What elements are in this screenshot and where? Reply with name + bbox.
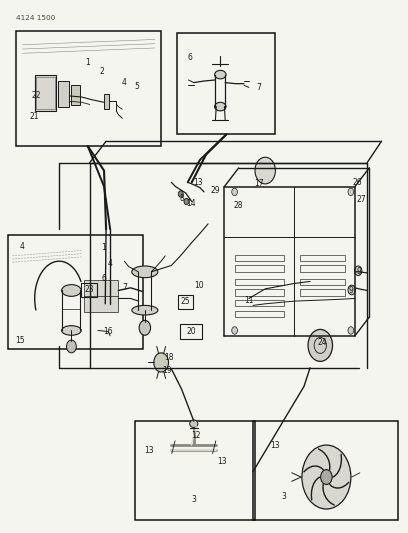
Text: 4: 4 — [108, 260, 113, 268]
Bar — [71, 85, 80, 105]
Text: 16: 16 — [103, 327, 113, 336]
Circle shape — [178, 191, 183, 197]
Circle shape — [232, 327, 237, 334]
Ellipse shape — [132, 266, 158, 278]
Ellipse shape — [62, 326, 81, 335]
Text: 5: 5 — [134, 82, 139, 91]
Text: 2: 2 — [100, 68, 104, 76]
Circle shape — [184, 198, 189, 205]
Text: 14: 14 — [186, 199, 196, 208]
Text: 13: 13 — [193, 179, 203, 187]
Text: 18: 18 — [164, 353, 174, 361]
Circle shape — [308, 329, 333, 361]
Text: 7: 7 — [257, 83, 262, 92]
Circle shape — [348, 188, 354, 196]
Bar — [16, 31, 161, 146]
Text: 23: 23 — [84, 286, 94, 294]
Text: 3: 3 — [191, 496, 196, 504]
Ellipse shape — [132, 305, 158, 315]
Circle shape — [355, 266, 362, 276]
Text: 13: 13 — [271, 441, 280, 449]
Circle shape — [67, 340, 76, 353]
Text: 4: 4 — [122, 78, 127, 87]
Text: 8: 8 — [179, 194, 184, 203]
Bar — [58, 81, 69, 107]
Text: 1: 1 — [85, 59, 90, 67]
Text: 1: 1 — [102, 244, 106, 252]
Bar — [177, 33, 275, 134]
Text: 11: 11 — [244, 296, 254, 304]
Bar — [235, 265, 284, 272]
Bar — [180, 324, 202, 339]
Text: 17: 17 — [254, 180, 264, 188]
Bar — [178, 295, 193, 309]
Text: 13: 13 — [144, 446, 154, 455]
Text: 28: 28 — [234, 201, 244, 210]
Circle shape — [348, 327, 354, 334]
Text: 6: 6 — [102, 274, 106, 282]
Text: 4: 4 — [20, 242, 25, 251]
Text: 10: 10 — [194, 281, 204, 290]
Circle shape — [302, 445, 351, 509]
Bar — [300, 265, 345, 272]
Bar — [35, 75, 56, 111]
Bar — [235, 279, 284, 285]
Text: 21: 21 — [30, 112, 40, 120]
Bar — [8, 235, 143, 349]
Text: 7: 7 — [122, 284, 127, 292]
Bar — [235, 255, 284, 261]
Bar — [235, 300, 284, 306]
Circle shape — [255, 157, 275, 184]
Text: 27: 27 — [356, 196, 366, 204]
Text: 25: 25 — [181, 297, 191, 306]
Text: 29: 29 — [211, 186, 220, 195]
Text: 20: 20 — [186, 327, 196, 336]
Ellipse shape — [190, 420, 198, 427]
Ellipse shape — [215, 70, 226, 79]
Bar — [81, 283, 97, 297]
Text: 3: 3 — [281, 492, 286, 501]
Circle shape — [321, 470, 332, 484]
Bar — [135, 421, 255, 520]
Text: 4124 1500: 4124 1500 — [16, 15, 55, 21]
Bar — [84, 280, 118, 312]
Text: 6: 6 — [187, 53, 192, 61]
Text: 9: 9 — [357, 268, 361, 276]
Text: 15: 15 — [15, 336, 24, 344]
Text: 9: 9 — [348, 286, 353, 295]
Text: 22: 22 — [32, 92, 42, 100]
Bar — [300, 289, 345, 296]
Bar — [300, 255, 345, 261]
Bar — [300, 279, 345, 285]
Text: 12: 12 — [191, 432, 201, 440]
Circle shape — [139, 320, 151, 335]
Circle shape — [154, 353, 169, 372]
Circle shape — [348, 285, 355, 295]
Bar — [36, 77, 55, 109]
Text: 26: 26 — [352, 178, 362, 187]
Ellipse shape — [215, 102, 226, 111]
Bar — [253, 421, 398, 520]
Bar — [104, 94, 109, 109]
Text: 19: 19 — [162, 366, 172, 375]
Text: 13: 13 — [217, 457, 227, 465]
Text: 24: 24 — [317, 338, 327, 346]
Bar — [235, 289, 284, 296]
Bar — [235, 311, 284, 317]
Ellipse shape — [62, 285, 81, 296]
Circle shape — [232, 188, 237, 196]
